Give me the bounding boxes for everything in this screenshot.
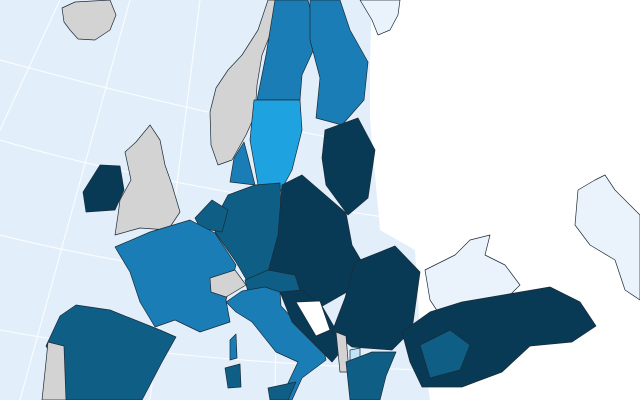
island-sardinia: [224, 363, 242, 389]
country-switzerland: [209, 269, 247, 298]
country-france: [114, 219, 237, 333]
country-italy: [225, 286, 327, 400]
country-uk: [114, 124, 181, 236]
country-greece: [345, 351, 397, 400]
country-denmark: [229, 141, 256, 186]
region-non-eu-north: [359, 0, 401, 36]
country-baltics: [321, 117, 376, 216]
island-corsica: [229, 333, 238, 361]
country-iceland: [61, 0, 117, 41]
region-turkey-west: [419, 329, 471, 379]
island-sicily: [267, 381, 297, 400]
region-non-eu-caspian: [574, 174, 640, 301]
country-bosnia: [295, 300, 331, 337]
country-ireland: [82, 164, 125, 213]
country-portugal: [41, 341, 67, 400]
country-norway: [209, 0, 281, 166]
country-finland: [309, 0, 369, 126]
